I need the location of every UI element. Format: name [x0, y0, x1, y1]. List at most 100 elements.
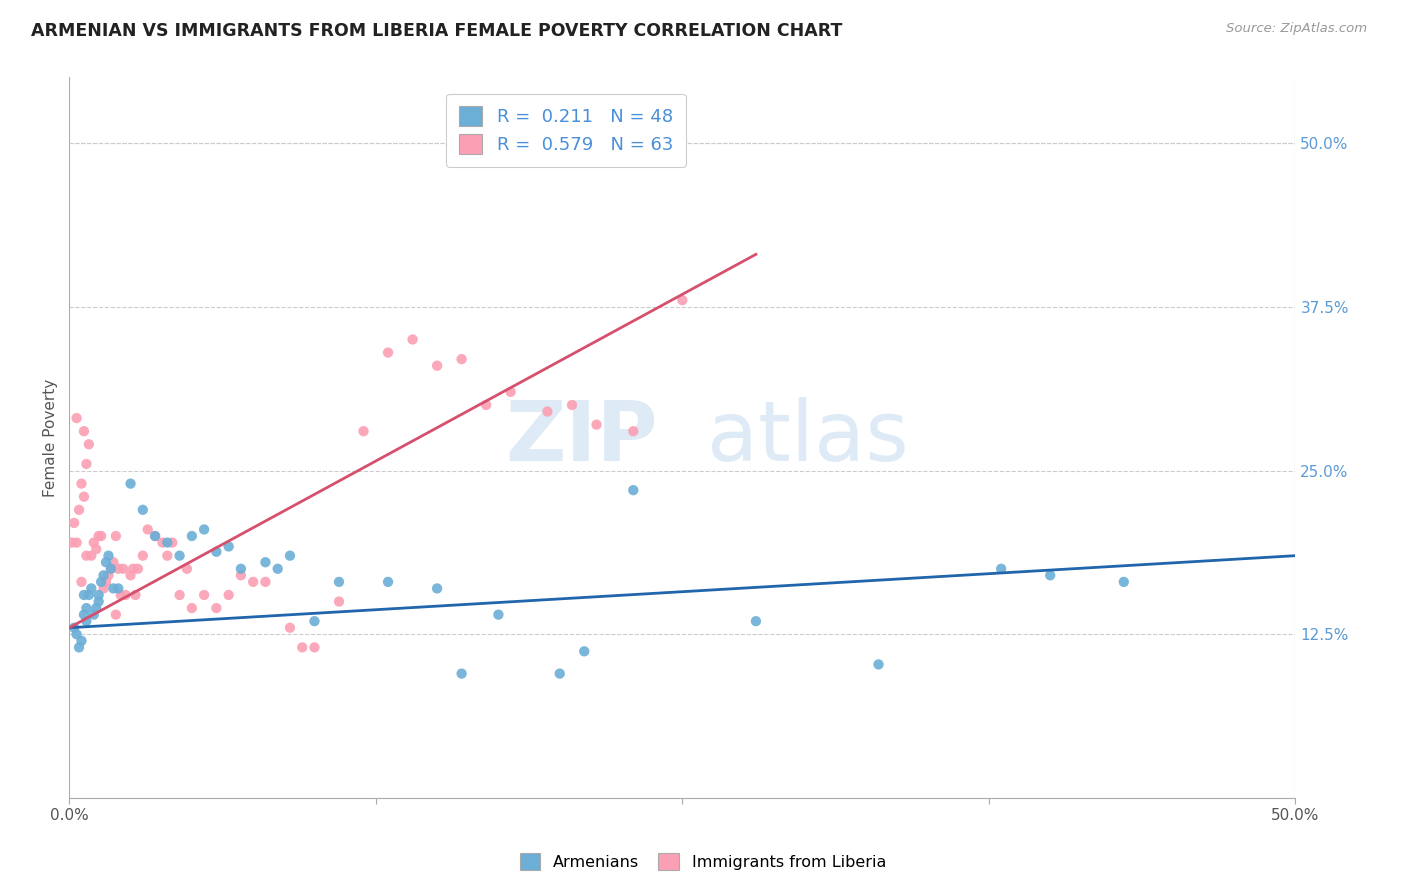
Point [107, 562, 129, 576]
Point [291, 640, 314, 655]
Point [278, 549, 301, 563]
Point [267, 562, 290, 576]
Point [156, 535, 179, 549]
Point [122, 562, 145, 576]
Point [169, 588, 191, 602]
Point [193, 523, 215, 537]
Point [65, 411, 87, 425]
Point [63, 516, 86, 530]
Point [536, 404, 558, 418]
Point [67, 503, 90, 517]
Point [97, 568, 120, 582]
Point [77, 588, 100, 602]
Point [94, 574, 117, 589]
Legend: R =  0.211   N = 48, R =  0.579   N = 63: R = 0.211 N = 48, R = 0.579 N = 63 [446, 94, 686, 167]
Point [377, 345, 399, 359]
Point [70, 574, 93, 589]
Point [65, 535, 87, 549]
Point [103, 582, 125, 596]
Point [205, 545, 228, 559]
Point [621, 483, 644, 498]
Text: atlas: atlas [707, 397, 908, 478]
Point [426, 359, 449, 373]
Point [136, 523, 159, 537]
Point [75, 457, 97, 471]
Point [254, 574, 277, 589]
Point [180, 601, 202, 615]
Point [499, 384, 522, 399]
Point [120, 568, 142, 582]
Point [621, 424, 644, 438]
Point [112, 562, 135, 576]
Point [229, 562, 252, 576]
Point [193, 588, 215, 602]
Point [143, 529, 166, 543]
Point [426, 582, 449, 596]
Point [143, 529, 166, 543]
Text: ZIP: ZIP [505, 397, 658, 478]
Point [548, 666, 571, 681]
Point [97, 549, 120, 563]
Point [218, 588, 240, 602]
Point [103, 555, 125, 569]
Point [73, 607, 96, 622]
Point [132, 503, 155, 517]
Point [304, 614, 326, 628]
Point [156, 549, 179, 563]
Point [561, 398, 583, 412]
Point [745, 614, 768, 628]
Point [229, 568, 252, 582]
Point [254, 555, 277, 569]
Point [93, 568, 115, 582]
Point [328, 594, 350, 608]
Point [585, 417, 607, 432]
Point [486, 607, 509, 622]
Point [180, 529, 202, 543]
Point [80, 549, 103, 563]
Point [278, 621, 301, 635]
Point [868, 657, 890, 672]
Point [450, 666, 472, 681]
Point [87, 529, 110, 543]
Legend: Armenians, Immigrants from Liberia: Armenians, Immigrants from Liberia [513, 847, 893, 877]
Point [574, 644, 596, 658]
Point [93, 582, 115, 596]
Point [990, 562, 1012, 576]
Point [63, 621, 86, 635]
Point [94, 555, 117, 569]
Point [218, 540, 240, 554]
Point [242, 574, 264, 589]
Point [304, 640, 326, 655]
Point [73, 424, 96, 438]
Point [450, 352, 472, 367]
Point [1039, 568, 1062, 582]
Point [152, 535, 174, 549]
Point [83, 607, 105, 622]
Point [70, 633, 93, 648]
Point [87, 588, 110, 602]
Point [124, 588, 146, 602]
Point [87, 594, 110, 608]
Point [110, 588, 132, 602]
Point [205, 601, 228, 615]
Text: ARMENIAN VS IMMIGRANTS FROM LIBERIA FEMALE POVERTY CORRELATION CHART: ARMENIAN VS IMMIGRANTS FROM LIBERIA FEMA… [31, 22, 842, 40]
Point [671, 293, 693, 308]
Point [160, 535, 183, 549]
Text: Source: ZipAtlas.com: Source: ZipAtlas.com [1226, 22, 1367, 36]
Y-axis label: Female Poverty: Female Poverty [44, 378, 58, 497]
Point [107, 582, 129, 596]
Point [67, 640, 90, 655]
Point [84, 601, 107, 615]
Point [100, 562, 122, 576]
Point [1112, 574, 1135, 589]
Point [80, 582, 103, 596]
Point [104, 607, 127, 622]
Point [75, 614, 97, 628]
Point [377, 574, 399, 589]
Point [176, 562, 198, 576]
Point [127, 562, 149, 576]
Point [328, 574, 350, 589]
Point [401, 333, 423, 347]
Point [83, 535, 105, 549]
Point [132, 549, 155, 563]
